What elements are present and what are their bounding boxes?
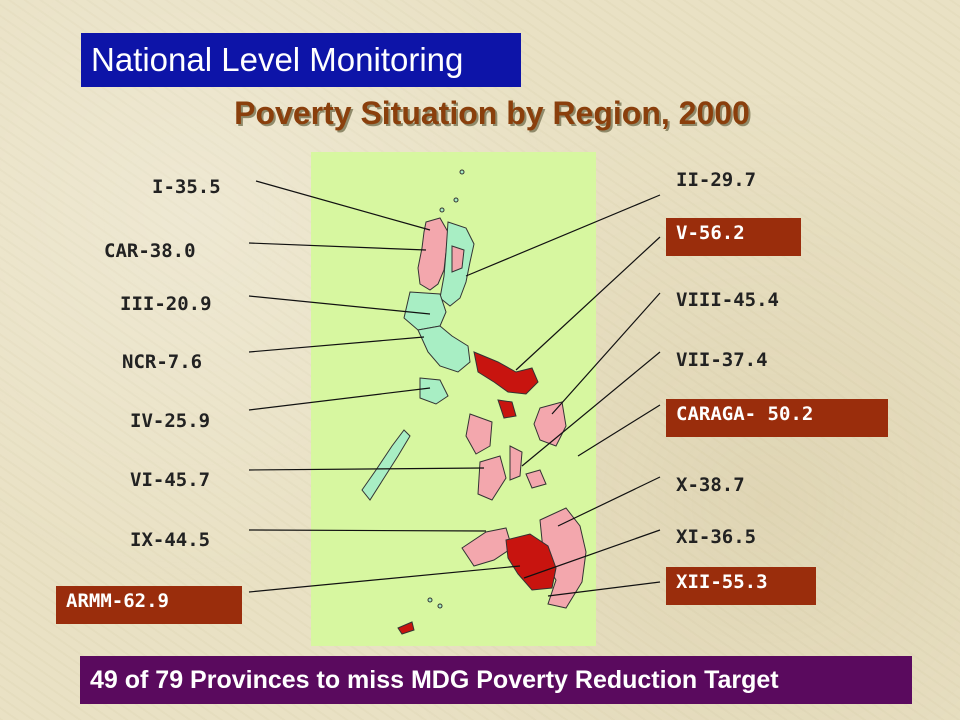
mindoro-shape xyxy=(419,377,449,405)
label-region-ncr: NCR-7.6 xyxy=(122,351,203,373)
section-header: National Level Monitoring xyxy=(81,33,521,87)
region-ix-shape xyxy=(461,527,513,567)
sulu-shape xyxy=(397,621,415,635)
masbate-shape xyxy=(497,399,517,419)
label-region-x: X-38.7 xyxy=(676,474,745,496)
label-region-i: I-35.5 xyxy=(152,176,221,198)
region-iv-shape xyxy=(417,325,471,373)
label-region-xii: XII-55.3 xyxy=(666,567,816,605)
label-region-xi: XI-36.5 xyxy=(676,526,757,548)
left-leader-lines xyxy=(248,180,521,593)
region-v-shape xyxy=(473,351,539,395)
footer-banner: 49 of 79 Provinces to miss MDG Poverty R… xyxy=(80,656,912,704)
region-vii-shape xyxy=(509,445,523,481)
label-region-ix: IX-44.5 xyxy=(130,529,211,551)
negros-shape xyxy=(477,455,507,501)
label-region-ii: II-29.7 xyxy=(676,169,757,191)
label-region-iv: IV-25.9 xyxy=(130,410,211,432)
region-vi-shape xyxy=(465,413,493,455)
slide-title: Poverty Situation by Region, 2000 xyxy=(234,95,750,131)
palawan-shape xyxy=(361,429,411,501)
label-region-armm: ARMM-62.9 xyxy=(56,586,242,624)
label-region-viii: VIII-45.4 xyxy=(676,289,779,311)
region-ii-province-shape xyxy=(451,245,465,273)
region-armm-xii-shape xyxy=(505,533,557,591)
label-region-iii: III-20.9 xyxy=(120,293,212,315)
label-region-vii: VII-37.4 xyxy=(676,349,768,371)
region-iii-shape xyxy=(403,291,447,331)
label-region-caraga: CARAGA- 50.2 xyxy=(666,399,888,437)
label-region-vi: VI-45.7 xyxy=(130,469,211,491)
right-leader-lines xyxy=(465,194,661,597)
bohol-shape xyxy=(525,469,547,489)
label-region-v: V-56.2 xyxy=(666,218,801,256)
region-i-car-shape xyxy=(417,217,449,291)
label-region-car: CAR-38.0 xyxy=(104,240,196,262)
region-viii-shape xyxy=(533,401,567,447)
